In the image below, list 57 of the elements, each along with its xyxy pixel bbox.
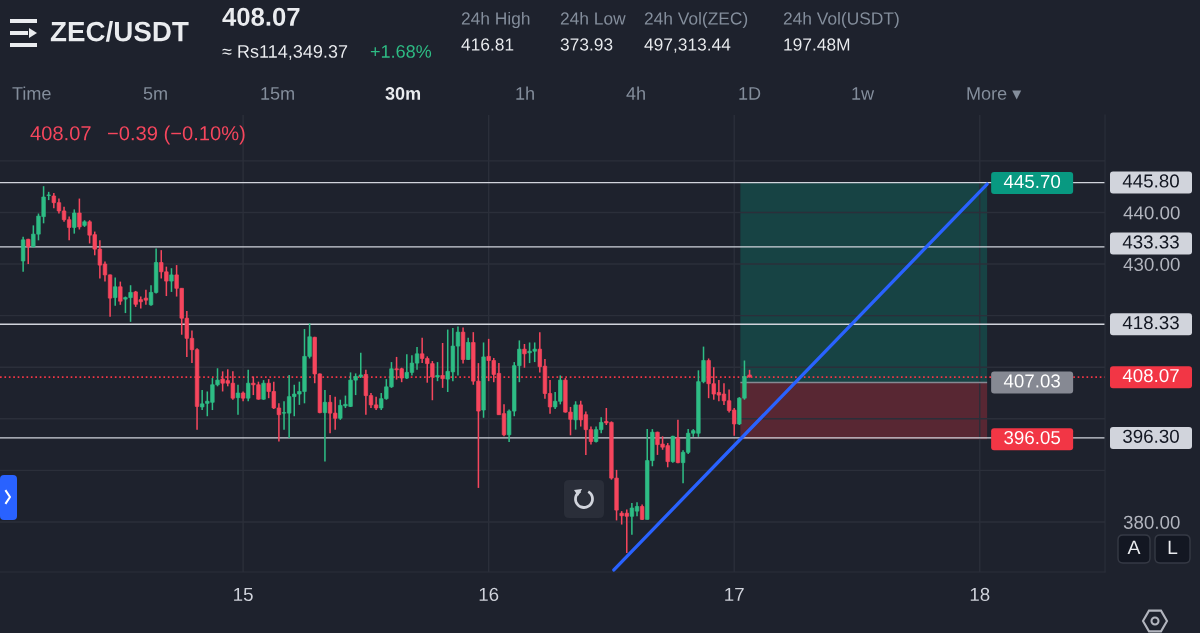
text: 24h Low	[560, 11, 626, 25]
text: More ▾	[967, 87, 1022, 100]
candlestick	[322, 389, 328, 463]
text: 1w	[852, 87, 875, 100]
text: 4h	[626, 86, 645, 100]
y-tick-label: 440.00	[1123, 206, 1180, 220]
text: 24h Vol(ZEC)	[644, 11, 748, 29]
chart-subtitle: 408.07	[30, 126, 91, 141]
candlestick	[363, 369, 369, 416]
ref-line-label: 408.07	[1122, 368, 1179, 383]
x-tick-label: 18	[970, 587, 990, 602]
candlestick	[169, 267, 174, 293]
candlestick	[246, 369, 251, 403]
text: 1D	[739, 87, 761, 100]
ref-line-label: 433.33	[1122, 235, 1179, 249]
ref-line-label: 418.33	[1122, 316, 1179, 330]
y-tick-label: 380.00	[1123, 515, 1180, 529]
text: 5m	[143, 87, 167, 100]
candlestick	[20, 235, 26, 273]
candlestick	[113, 276, 118, 307]
text: 24h High	[461, 11, 530, 29]
ref-line-label: 407.03	[1003, 374, 1060, 388]
text: 373.93	[560, 38, 613, 51]
text: 416.81	[461, 38, 514, 51]
candlestick	[118, 280, 123, 306]
candlestick	[77, 197, 82, 231]
text: +1.68%	[370, 45, 432, 58]
x-tick-label: 17	[725, 587, 744, 601]
text: L	[1168, 540, 1178, 555]
band-label: 445.70	[1003, 174, 1061, 189]
candlestick	[26, 238, 31, 265]
candlestick	[435, 361, 440, 382]
candlestick	[573, 400, 578, 431]
candlestick	[522, 343, 527, 369]
band-label: 396.05	[1004, 430, 1061, 445]
annotation: −0.39 (−0.10%)	[107, 125, 245, 145]
text: 15m	[261, 87, 294, 100]
y-tick-label: 430.00	[1123, 257, 1180, 272]
text: 30m	[385, 87, 421, 100]
text: ≈ Rs114,349.37	[222, 45, 348, 60]
candlestick	[629, 502, 635, 536]
text: 497,313.44	[644, 38, 731, 53]
text: 408.07	[222, 7, 300, 26]
candlestick	[72, 208, 77, 235]
chart-title: ZEC/USDT	[50, 21, 189, 42]
text: 197.48M	[784, 38, 850, 51]
x-tick-label: 15	[234, 587, 253, 602]
x-tick-label: 16	[479, 587, 499, 602]
candlestick	[261, 379, 266, 401]
ref-line-label: 396.30	[1123, 429, 1179, 443]
text: Time	[12, 86, 51, 100]
candlestick	[235, 383, 241, 416]
text: 24h Vol(USDT)	[783, 11, 899, 29]
text: A	[1127, 540, 1141, 555]
text: 1h	[516, 86, 534, 100]
candlestick	[440, 342, 445, 389]
ref-line-label: 445.80	[1122, 174, 1179, 188]
